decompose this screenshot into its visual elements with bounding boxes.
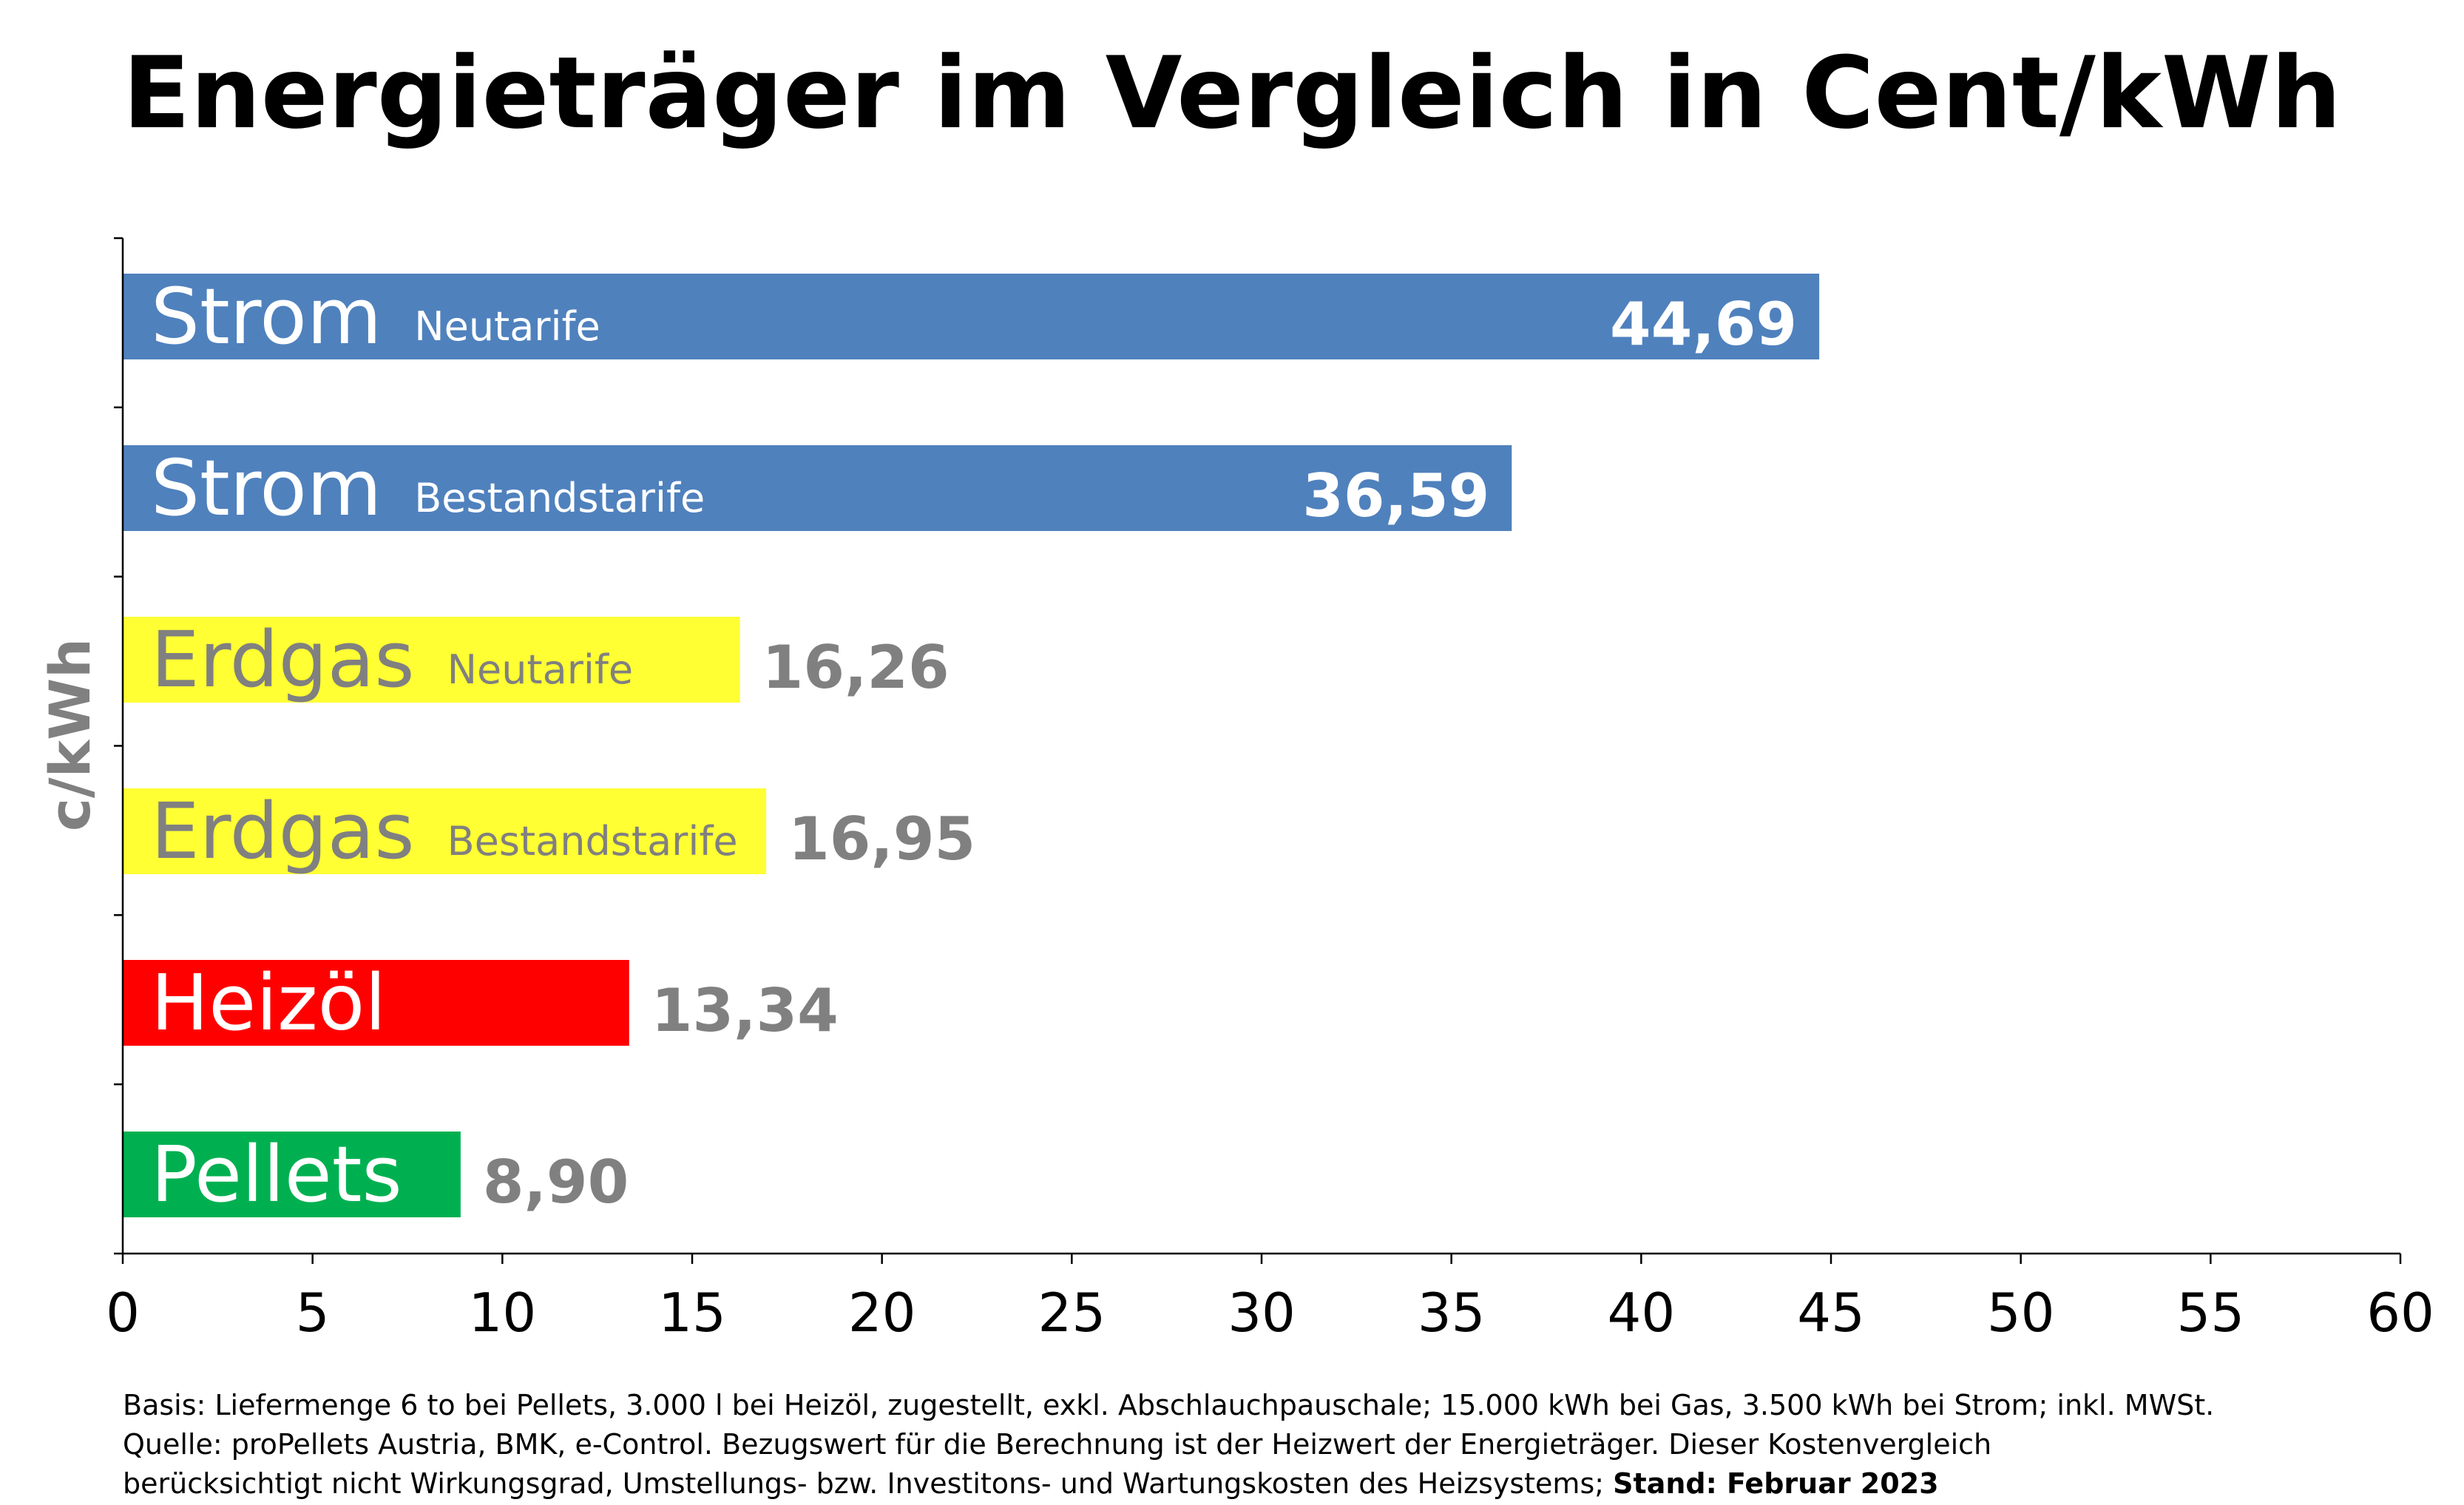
x-tick-label: 15 — [658, 1282, 726, 1344]
x-tick-label: 45 — [1797, 1282, 1865, 1344]
bar-subname-1: Bestandstarife — [414, 475, 705, 521]
x-tick-label: 5 — [296, 1282, 330, 1344]
bar-chart: Strom Neutarife 44,69 Strom Bestandstarife 36… — [106, 237, 2434, 1344]
x-tick-label: 60 — [2366, 1282, 2434, 1344]
bar-5 — [123, 1132, 461, 1217]
x-tick-label: 30 — [1228, 1282, 1296, 1344]
value-label-3: 16,95 — [788, 805, 975, 873]
bar-name-1: Strom — [151, 443, 382, 533]
axis-layer: 0 5 10 15 20 25 30 35 40 45 50 55 60 — [106, 237, 2434, 1344]
bar-name-0: Strom — [151, 271, 382, 362]
x-tick-label: 55 — [2177, 1282, 2245, 1344]
bar-subname-3: Bestandstarife — [447, 818, 738, 865]
footnote-line-3: berücksichtigt nicht Wirkungsgrad, Umste… — [123, 1464, 2214, 1504]
bar-subname-2: Neutarife — [447, 646, 634, 693]
bars-layer: Strom Neutarife 44,69 Strom Bestandstarife 36… — [123, 271, 1820, 1220]
bar-name-5: Pellets — [151, 1129, 402, 1220]
bar-name-3: Erdgas — [151, 786, 415, 876]
chart-title: Energieträger im Vergleich in Cent/kWh — [122, 35, 2342, 151]
value-label-4: 13,34 — [651, 976, 839, 1045]
footnote-line-1: Basis: Liefermenge 6 to bei Pellets, 3.0… — [123, 1389, 2215, 1421]
bar-0 — [123, 274, 1820, 359]
x-tick-label: 0 — [106, 1282, 140, 1344]
footnote-line-3-text: berücksichtigt nicht Wirkungsgrad, Umste… — [123, 1467, 1605, 1500]
footnote: Basis: Liefermenge 6 to bei Pellets, 3.0… — [123, 1386, 2214, 1504]
bar-2 — [123, 617, 740, 703]
value-label-0: 44,69 — [1610, 290, 1797, 359]
bar-3 — [123, 788, 767, 874]
value-label-5: 8,90 — [483, 1148, 629, 1217]
x-tick-label: 35 — [1418, 1282, 1486, 1344]
footnote-stand: Stand: Februar 2023 — [1613, 1467, 1939, 1500]
x-tick-label: 50 — [1987, 1282, 2055, 1344]
x-tick-label: 20 — [848, 1282, 916, 1344]
bar-4 — [123, 960, 629, 1046]
x-tick-label: 40 — [1608, 1282, 1676, 1344]
footnote-line-2: Quelle: proPellets Austria, BMK, e-Contr… — [123, 1428, 1992, 1461]
value-label-2: 16,26 — [762, 633, 950, 702]
bar-subname-0: Neutarife — [414, 303, 600, 350]
value-label-1: 36,59 — [1302, 461, 1489, 530]
bar-name-4: Heizöl — [151, 958, 386, 1048]
x-tick-label: 10 — [469, 1282, 537, 1344]
y-axis-label: c/kWh — [37, 637, 104, 832]
bar-name-2: Erdgas — [151, 615, 415, 705]
x-tick-label: 25 — [1038, 1282, 1106, 1344]
bar-1 — [123, 445, 1512, 531]
